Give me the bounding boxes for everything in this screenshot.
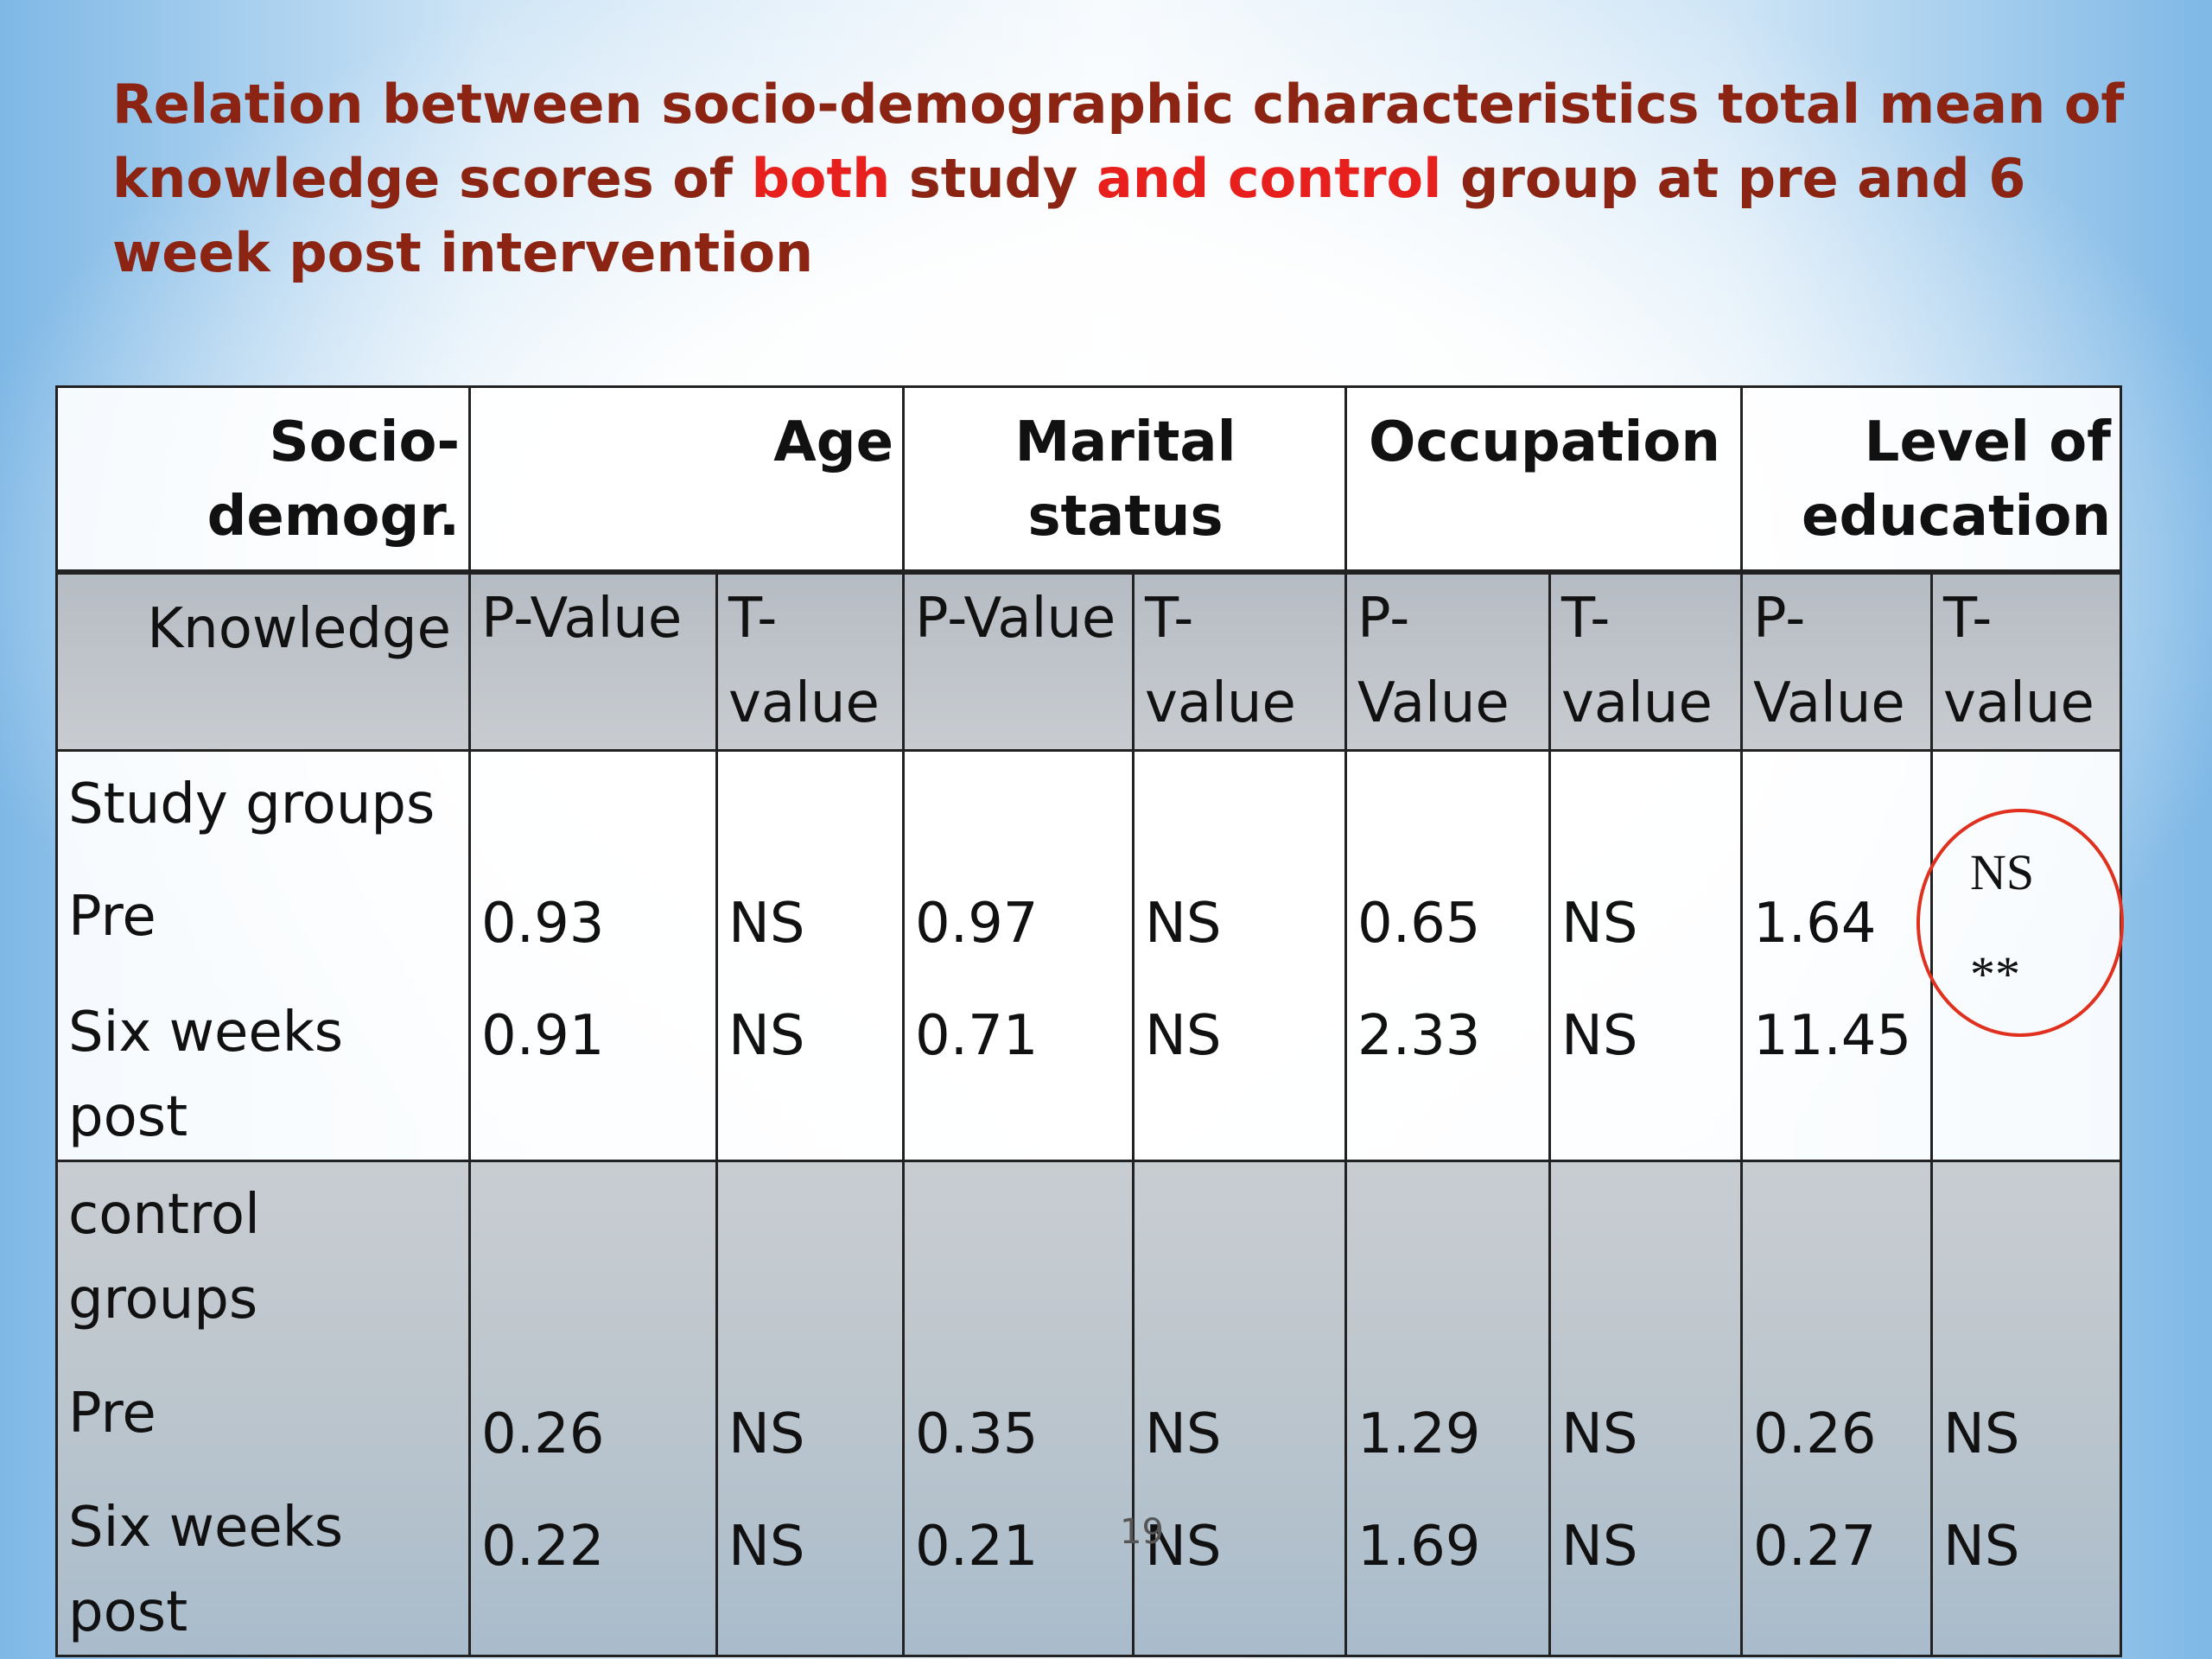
control-post-label: Six weeks post	[68, 1496, 344, 1644]
study-pre-marital-t: NS	[1145, 892, 1222, 956]
control-pre-age-p: 0.26	[481, 1402, 605, 1466]
results-table: Socio-demogr. Age Marital status Occupat…	[55, 385, 2122, 1657]
study-post-age-p: 0.91	[481, 1004, 605, 1068]
control-post-age-t: NS	[728, 1515, 805, 1579]
header-level-of-education: Level of education	[1740, 385, 2122, 574]
highlight-circle	[1916, 809, 2124, 1037]
subheader-occupation-p: P-Value	[1344, 570, 1551, 752]
header-socio-demogr: Socio-demogr.	[55, 385, 471, 574]
control-post-education-t: NS	[1943, 1515, 2020, 1579]
control-post-occupation-t: NS	[1561, 1515, 1638, 1579]
control-marital-t: NS NS	[1132, 1160, 1347, 1657]
subheader-education-p: P-Value	[1740, 570, 1933, 752]
study-post-education-t: **	[1970, 946, 2020, 1002]
study-post-marital-t: NS	[1145, 1004, 1222, 1068]
subheader-marital-t: T-value	[1132, 570, 1347, 752]
header-marital-status: Marital status	[902, 385, 1347, 574]
title-part-5: group at pre and 6 week post interventio…	[112, 147, 2026, 284]
title-highlight-both: both	[751, 147, 891, 210]
study-post-label: Six weeks post	[68, 1001, 344, 1149]
control-pre-marital-t: NS	[1145, 1402, 1222, 1466]
control-row-label: control groups Pre Six weeks post	[55, 1160, 471, 1657]
control-post-age-p: 0.22	[481, 1515, 605, 1579]
study-post-marital-p: 0.71	[915, 1004, 1039, 1068]
subheader-row: Knowledge P-Value T-value P-Value T-valu…	[55, 570, 2122, 752]
control-pre-education-t: NS	[1943, 1402, 2020, 1466]
control-pre-marital-p: 0.35	[915, 1402, 1039, 1466]
control-pre-label: Pre	[68, 1382, 156, 1446]
study-occupation-t: NS NS	[1548, 749, 1743, 1162]
title-part-1: Relation between socio-demographic chara…	[112, 73, 2125, 210]
study-marital-p: 0.97 0.71	[902, 749, 1135, 1162]
control-post-occupation-p: 1.69	[1357, 1515, 1481, 1579]
header-age: Age	[468, 385, 905, 574]
study-post-occupation-t: NS	[1561, 1004, 1638, 1068]
header-row: Socio-demogr. Age Marital status Occupat…	[55, 385, 2122, 574]
study-age-t: NS NS	[715, 749, 905, 1162]
control-post-education-p: 0.27	[1753, 1515, 1877, 1579]
control-occupation-t: NS NS	[1548, 1160, 1743, 1657]
study-group-label: Study groups	[68, 772, 435, 836]
study-pre-marital-p: 0.97	[915, 892, 1039, 956]
study-post-occupation-p: 2.33	[1357, 1004, 1481, 1068]
subheader-marital-p: P-Value	[902, 570, 1135, 752]
study-marital-t: NS NS	[1132, 749, 1347, 1162]
study-groups-row: Study groups Pre Six weeks post 0.93 0.91…	[55, 749, 2122, 1162]
study-post-age-t: NS	[728, 1004, 805, 1068]
slide-number: 19	[1120, 1512, 1164, 1552]
study-pre-age-p: 0.93	[481, 892, 605, 956]
control-group-label: control groups	[68, 1183, 260, 1332]
control-post-marital-p: 0.21	[915, 1515, 1039, 1579]
study-age-p: 0.93 0.91	[468, 749, 718, 1162]
study-pre-occupation-p: 0.65	[1357, 892, 1481, 956]
control-post-marital-t: NS	[1145, 1515, 1222, 1579]
study-education-p: 1.64 11.45	[1740, 749, 1933, 1162]
title-part-3: study	[890, 147, 1096, 210]
control-groups-row: control groups Pre Six weeks post 0.26 0.…	[55, 1160, 2122, 1657]
header-occupation: Occupation	[1344, 385, 1743, 574]
study-occupation-p: 0.65 2.33	[1344, 749, 1551, 1162]
subheader-age-t: T-value	[715, 570, 905, 752]
study-pre-education-p: 1.64	[1753, 892, 1877, 956]
control-pre-education-p: 0.26	[1753, 1402, 1877, 1466]
control-pre-occupation-p: 1.29	[1357, 1402, 1481, 1466]
control-education-t: NS NS	[1930, 1160, 2122, 1657]
study-post-education-p: 11.45	[1753, 1004, 1912, 1068]
subheader-age-p: P-Value	[468, 570, 718, 752]
control-age-p: 0.26 0.22	[468, 1160, 718, 1657]
subheader-occupation-t: T-value	[1548, 570, 1743, 752]
control-age-t: NS NS	[715, 1160, 905, 1657]
study-pre-occupation-t: NS	[1561, 892, 1638, 956]
subheader-knowledge: Knowledge	[55, 570, 471, 752]
control-pre-age-t: NS	[728, 1402, 805, 1466]
study-row-label: Study groups Pre Six weeks post	[55, 749, 471, 1162]
study-pre-education-t: NS	[1970, 844, 2035, 900]
control-marital-p: 0.35 0.21	[902, 1160, 1135, 1657]
control-occupation-p: 1.29 1.69	[1344, 1160, 1551, 1657]
study-pre-label: Pre	[68, 885, 156, 949]
control-pre-occupation-t: NS	[1561, 1402, 1638, 1466]
subheader-education-t: T-value	[1930, 570, 2122, 752]
slide-title: Relation between socio-demographic chara…	[112, 67, 2126, 290]
study-pre-age-t: NS	[728, 892, 805, 956]
control-education-p: 0.26 0.27	[1740, 1160, 1933, 1657]
title-highlight-and-control: and control	[1096, 147, 1442, 210]
